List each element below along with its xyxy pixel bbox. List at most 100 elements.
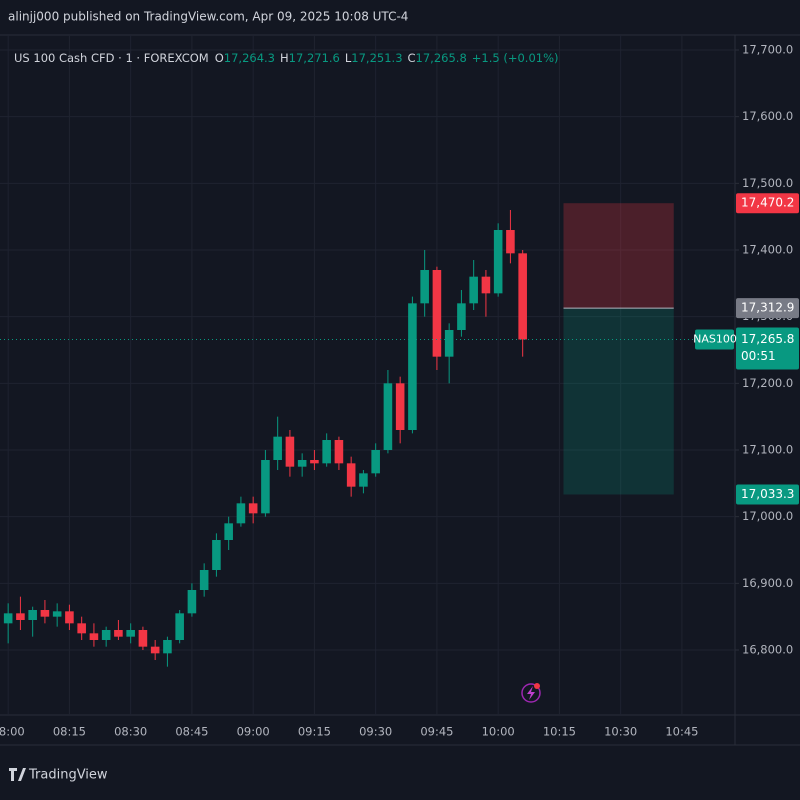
candle-body <box>175 613 184 640</box>
y-tick-label: 17,100.0 <box>742 443 793 457</box>
candle-body <box>224 523 233 540</box>
plot-area <box>0 35 735 715</box>
lightning-icon[interactable] <box>521 683 541 703</box>
stop-price-label: 17,470.2 <box>741 196 794 210</box>
target-price-label-bg <box>736 484 799 505</box>
candle-body <box>420 270 429 304</box>
x-tick-label: 10:45 <box>665 725 698 739</box>
candle-body <box>518 253 527 340</box>
candle-body <box>65 611 74 624</box>
y-tick-label: 17,700.0 <box>742 43 793 57</box>
legend-key: O <box>215 51 224 65</box>
x-tick-label: 08:15 <box>53 725 86 739</box>
candle-body <box>493 230 503 294</box>
candle-body <box>297 460 307 467</box>
symbol-tag: NAS100 <box>693 332 737 345</box>
entry-price-label: 17,312.9 <box>741 301 794 315</box>
candle-body <box>506 230 515 254</box>
brand-name: TradingView <box>28 768 108 783</box>
y-tick-label: 17,000.0 <box>742 509 793 523</box>
candle-body <box>114 630 123 637</box>
y-tick-label: 17,400.0 <box>742 243 793 257</box>
y-tick-label: 16,900.0 <box>742 576 793 590</box>
candle-body <box>457 303 466 330</box>
candle-body <box>3 613 13 624</box>
candle-body <box>236 503 246 524</box>
candle-body <box>322 440 331 464</box>
publisher-line: alinjj000 published on TradingView.com, … <box>8 10 408 24</box>
candle-body <box>126 630 135 637</box>
candle-body <box>77 623 86 634</box>
candle-body <box>248 503 258 514</box>
x-tick-label: 09:30 <box>359 725 392 739</box>
y-tick-label: 17,600.0 <box>742 109 793 123</box>
candle-body <box>469 276 478 304</box>
icon-bolt[interactable] <box>527 686 535 700</box>
candle-body <box>371 450 380 474</box>
y-tick-label: 17,200.0 <box>742 376 793 390</box>
candle-body <box>346 463 356 487</box>
entry-price-label-bg <box>736 298 799 319</box>
x-tick-label: 08:45 <box>175 725 208 739</box>
candle-body <box>52 611 62 617</box>
x-tick-label: 09:15 <box>298 725 331 739</box>
candle-body <box>481 276 491 294</box>
legend-value: 17,265.8 <box>416 51 467 65</box>
x-tick-label: 08:00 <box>0 725 25 739</box>
y-tick-label: 16,800.0 <box>742 643 793 657</box>
target-zone <box>563 308 674 495</box>
symbol-tag-bg <box>695 329 734 350</box>
candle-body <box>334 440 344 464</box>
candle-body <box>101 630 111 640</box>
candle-body <box>432 270 442 357</box>
x-tick-label: 10:30 <box>604 725 637 739</box>
y-tick-label: 17,500.0 <box>742 176 793 190</box>
candle-body <box>395 383 405 430</box>
candle-body <box>261 460 270 514</box>
candle-body <box>40 610 50 617</box>
current-price-bg <box>736 327 799 370</box>
current-price-label: 17,265.8 <box>741 332 794 346</box>
candle-body <box>359 473 368 487</box>
x-tick-label: 09:00 <box>237 725 270 739</box>
candle-body <box>150 646 160 654</box>
candle-body <box>408 303 417 430</box>
brand-logo <box>9 768 26 781</box>
candle-body <box>28 610 37 620</box>
candle-body <box>285 436 295 467</box>
legend-key: H <box>280 51 289 65</box>
candle-body <box>212 540 221 570</box>
candle-body <box>89 633 99 640</box>
candle-body <box>199 570 209 590</box>
candle-body <box>187 590 197 614</box>
time-axis: 08:00 08:15 08:30 08:45 09:00 09:15 09:30 09:45… <box>0 725 698 739</box>
x-tick-label: 08:30 <box>114 725 147 739</box>
candle-body <box>138 630 148 647</box>
legend-value: 17,251.3 <box>351 51 402 65</box>
x-tick-label: 10:15 <box>543 725 576 739</box>
legend-change: +1.5 (+0.01%) <box>472 51 559 65</box>
countdown: 00:51 <box>741 349 776 363</box>
candle-body <box>273 436 282 460</box>
stop-price-label-bg <box>736 193 799 214</box>
legend-value: 17,271.6 <box>289 51 340 65</box>
target-price-label: 17,033.3 <box>741 487 794 501</box>
icon-ring[interactable] <box>521 683 541 703</box>
x-tick-label: 10:00 <box>482 725 515 739</box>
candle-body <box>383 383 393 450</box>
brand: TradingView <box>9 768 108 783</box>
candle-body <box>163 640 172 654</box>
stop-zone <box>563 203 674 309</box>
legend-symbol: US 100 Cash CFD · 1 · FOREXCOM <box>14 51 209 65</box>
candle-body <box>310 460 319 464</box>
icon-dot[interactable] <box>534 683 540 689</box>
legend-key: C <box>408 51 416 65</box>
candle-body <box>444 330 454 357</box>
x-tick-label: 09:45 <box>420 725 453 739</box>
candle-body <box>16 613 25 620</box>
legend-key: L <box>345 51 352 65</box>
legend-value: 17,264.3 <box>224 51 275 65</box>
legend: US 100 Cash CFD · 1 · FOREXCOM O17,264.3 H… <box>14 51 559 65</box>
